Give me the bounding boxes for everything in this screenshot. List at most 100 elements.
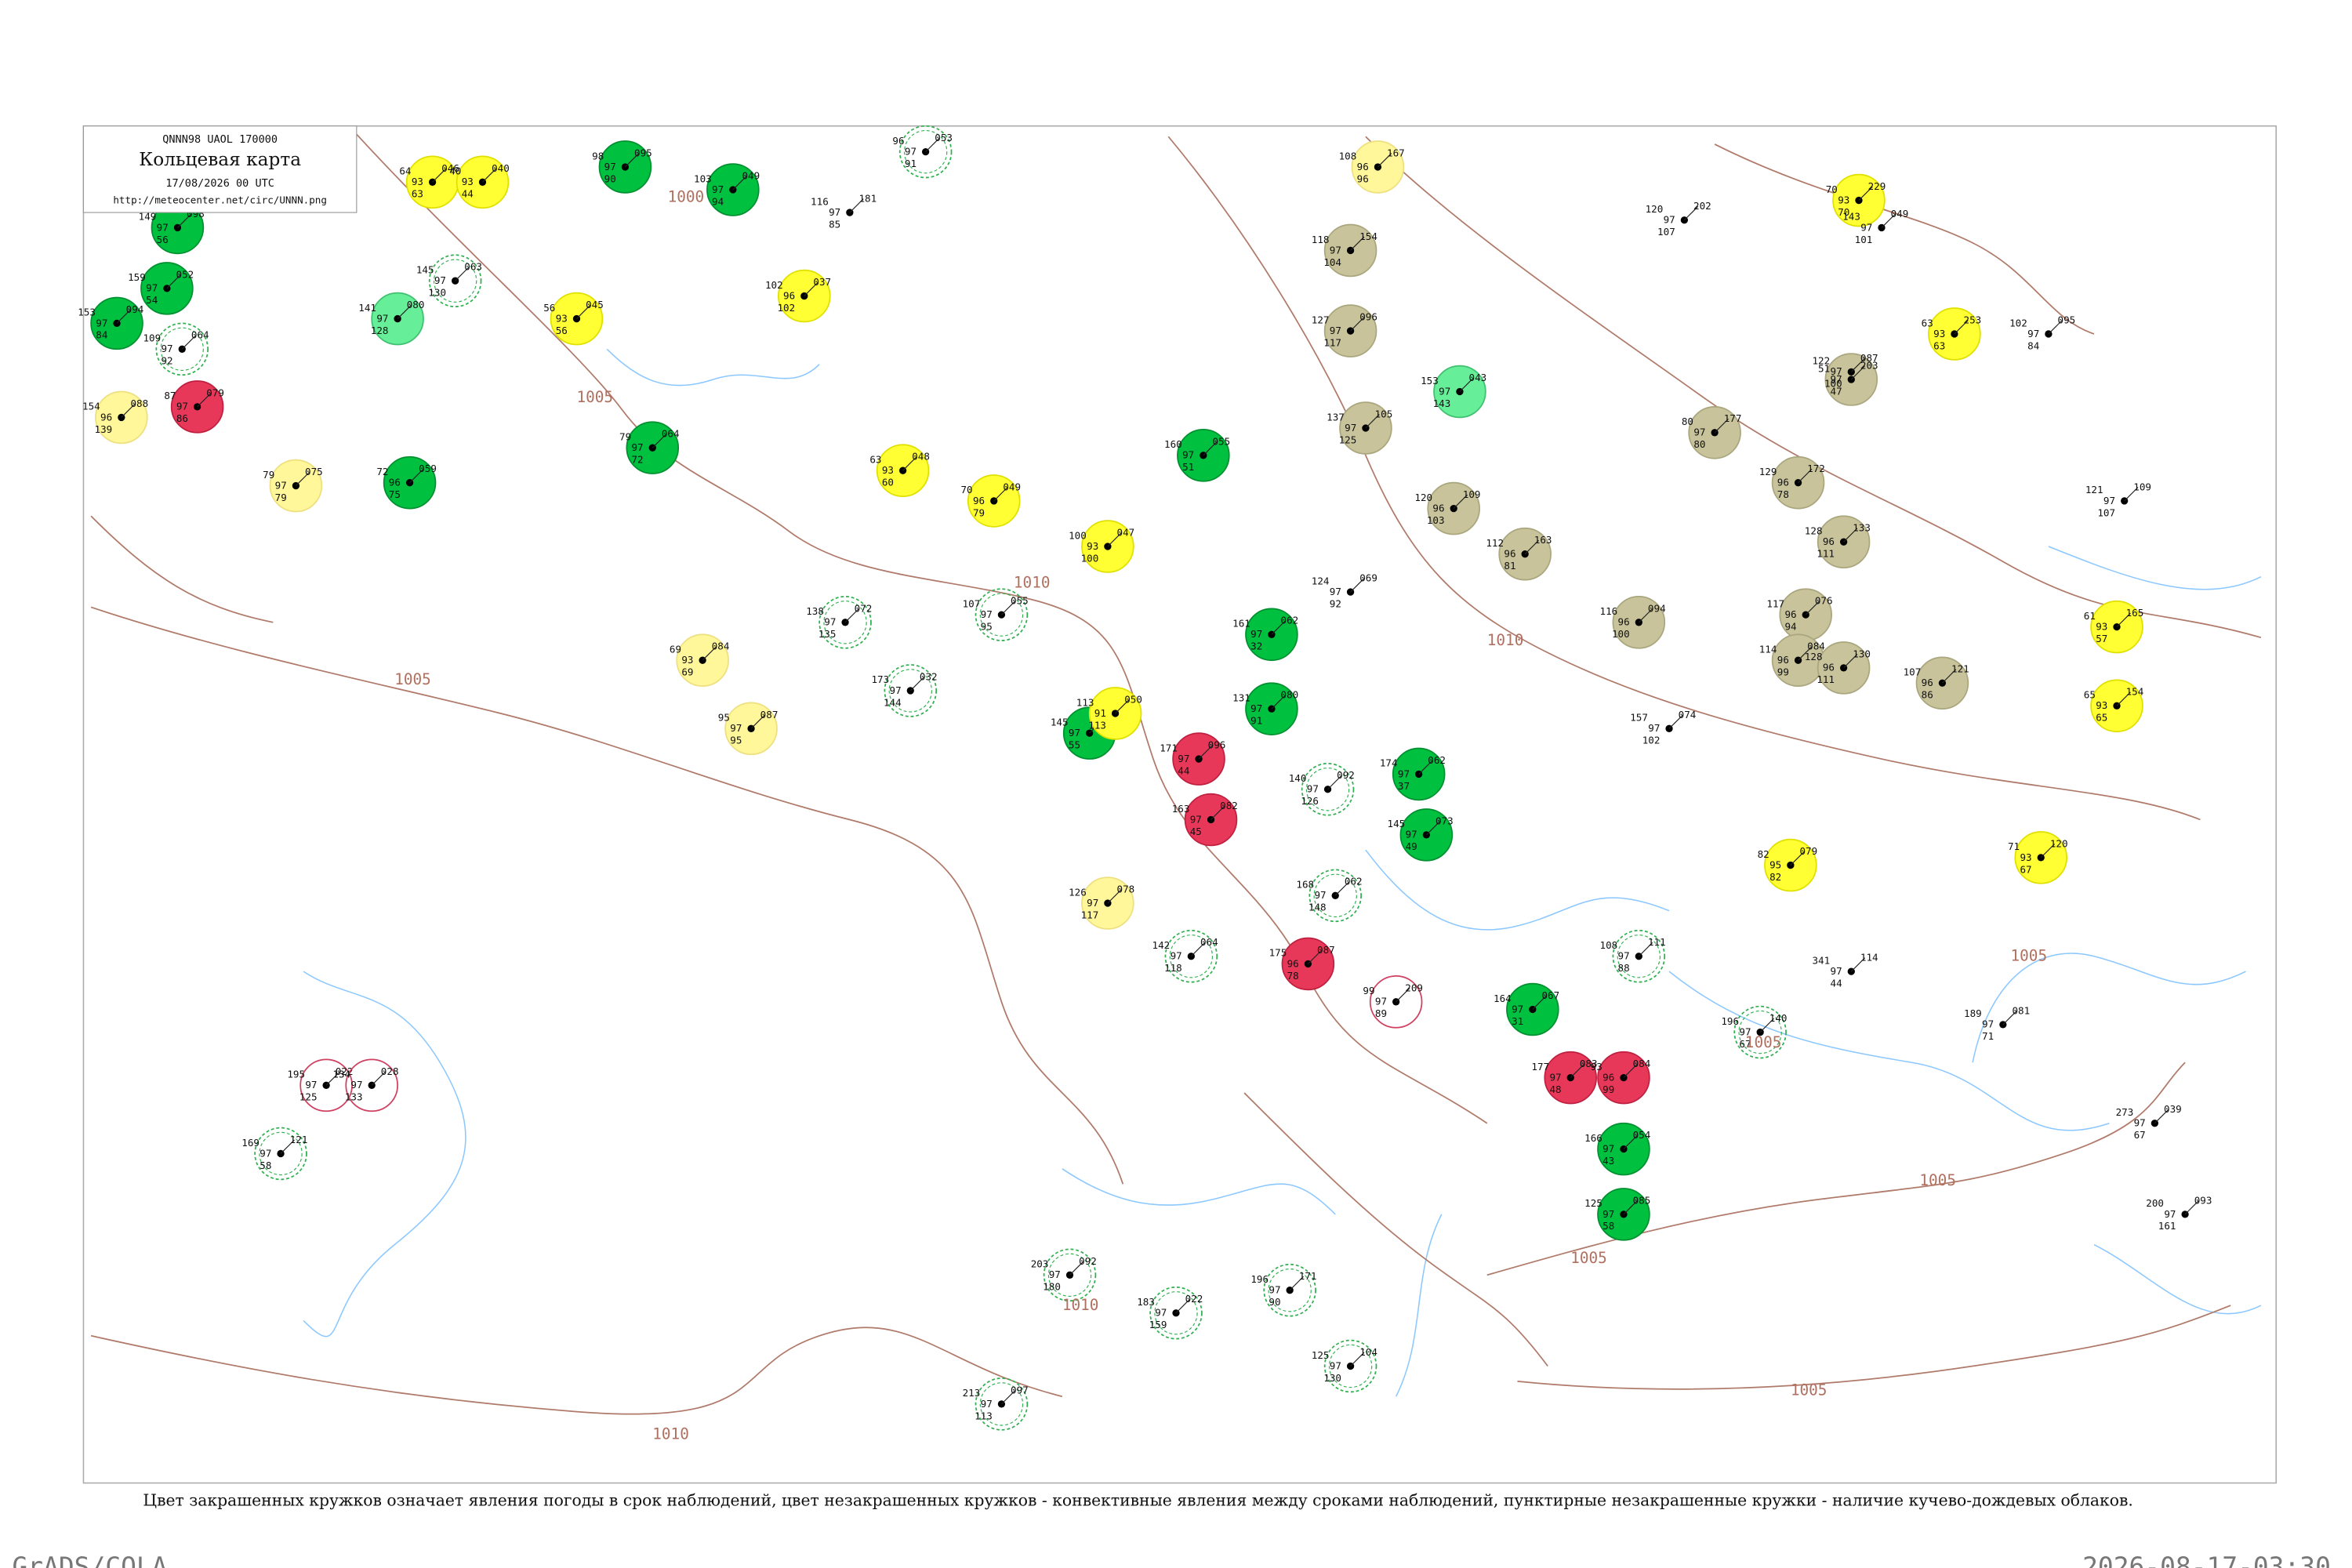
station-value: 51: [1182, 461, 1194, 473]
station-value: 97: [829, 206, 840, 218]
wind-barb: [732, 176, 747, 191]
wind-barb: [1843, 654, 1858, 669]
station-value: 135: [818, 628, 837, 640]
wind-barb: [1954, 320, 1969, 335]
station-value: 97: [1178, 753, 1189, 764]
station-value: 32: [1250, 641, 1262, 652]
station-circle: [818, 596, 872, 649]
station-value: 195: [287, 1069, 305, 1080]
station-value: 97: [1831, 365, 1842, 377]
station-value: 112: [1486, 537, 1504, 549]
station-value: 107: [963, 597, 981, 609]
wind-barb: [1623, 1134, 1638, 1150]
station-value: 046: [441, 162, 459, 174]
station-value: 045: [586, 299, 604, 310]
station-circle-inner: [1268, 1269, 1312, 1312]
station-value: 84: [96, 329, 107, 341]
station-value: 050: [1124, 693, 1142, 705]
station-value: 159: [128, 271, 146, 283]
footer-left: GrADS/COLA: [12, 1552, 167, 1568]
station-value: 78: [1287, 970, 1299, 982]
station-value: 200: [2146, 1197, 2164, 1209]
wind-barb: [1115, 699, 1130, 714]
wind-barb: [1638, 942, 1653, 957]
station-value: 022: [1185, 1293, 1203, 1305]
station-value: 101: [1855, 234, 1873, 245]
station-value: 65: [2084, 689, 2096, 701]
station-value: 97: [981, 1398, 993, 1410]
station-value: 97: [1307, 783, 1319, 795]
station-value: 67: [1739, 1038, 1751, 1050]
wind-barb: [1850, 957, 1866, 972]
station-value: 56: [543, 302, 555, 314]
station-value: 129: [1759, 466, 1777, 477]
station-value: 154: [82, 401, 100, 412]
wind-barb: [1790, 851, 1805, 866]
station-value: 167: [1387, 147, 1405, 158]
station-circle-inner: [1328, 1344, 1373, 1388]
station-value: 083: [1580, 1058, 1598, 1069]
station-value: 79: [275, 492, 287, 503]
station-value: 97: [730, 722, 742, 734]
wind-barb: [2116, 612, 2131, 628]
isobar-label: 1005: [576, 388, 613, 406]
station-value: 107: [2097, 506, 2115, 518]
wind-barb: [1638, 608, 1653, 623]
station-circle: [1733, 1005, 1787, 1059]
wind-barb: [625, 153, 640, 168]
station-value: 94: [712, 195, 724, 207]
station-value: 087: [1317, 944, 1335, 956]
station-value: 096: [1359, 311, 1377, 323]
wind-barb: [702, 646, 717, 661]
wind-barb: [804, 281, 818, 296]
station-value: 81: [1504, 560, 1515, 572]
station-value: 085: [1633, 1194, 1651, 1206]
station-value: 064: [191, 329, 209, 341]
station-value: 127: [1312, 314, 1330, 325]
station-value: 55: [1069, 739, 1080, 750]
station-value: 69: [670, 644, 681, 655]
station-value: 080: [1281, 689, 1299, 701]
station-value: 87: [164, 390, 176, 401]
wind-barb: [909, 677, 925, 691]
station-value: 145: [1051, 716, 1069, 728]
station-value: 44: [1178, 764, 1189, 776]
station-value: 100: [1612, 628, 1630, 640]
isobar-label: 1010: [1487, 631, 1524, 649]
station-value: 97: [260, 1147, 271, 1159]
river: [1365, 849, 1670, 931]
station-value: 121: [1951, 663, 1969, 675]
station-value: 203: [1031, 1258, 1049, 1270]
station-value: 97: [1693, 426, 1705, 438]
station-value: 97: [1171, 950, 1182, 962]
wind-barb: [1190, 942, 1206, 957]
isobar-label: 1005: [394, 670, 431, 688]
station-value: 095: [634, 147, 652, 158]
isobar-label: 1005: [1919, 1171, 1956, 1189]
station-value: 253: [1964, 314, 1982, 325]
station-value: 96: [1777, 477, 1789, 488]
station-value: 71: [2008, 840, 2020, 852]
station-value: 51: [1818, 362, 1830, 374]
station-value: 91: [905, 158, 916, 169]
station-value: 96: [1357, 161, 1369, 172]
station-value: 92: [1330, 597, 1341, 609]
station-value: 130: [1323, 1372, 1341, 1384]
station-circle-inner: [979, 593, 1024, 637]
station-value: 209: [1405, 982, 1423, 993]
station-value: 97: [2103, 495, 2115, 506]
station-value: 93: [412, 176, 423, 187]
station-value: 116: [811, 195, 829, 207]
wind-barb: [1001, 1390, 1016, 1405]
